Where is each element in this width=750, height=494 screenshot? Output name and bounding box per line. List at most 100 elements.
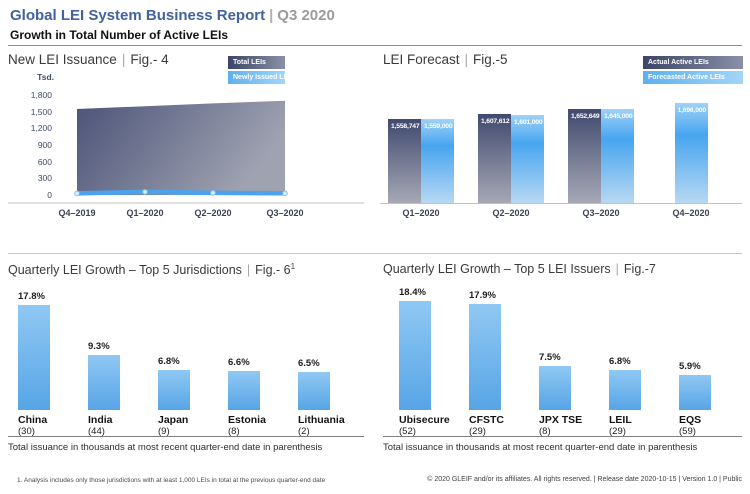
issuance-count-label: (44) xyxy=(88,426,105,437)
figure-number: Fig.- 4 xyxy=(130,52,169,67)
title-pipe: | xyxy=(246,263,251,278)
panel-top5-lei-issuers: Quarterly LEI Growth – Top 5 LEI Issuers… xyxy=(383,258,742,490)
growth-bar xyxy=(158,370,190,410)
growth-percent-label: 7.5% xyxy=(539,352,561,363)
x-axis-label: Q4–2019 xyxy=(58,208,96,218)
bar-value-label: 1,558,747 xyxy=(391,123,420,130)
chart-title: Quarterly LEI Growth – Top 5 LEI Issuers xyxy=(383,262,611,276)
issuance-count-label: (29) xyxy=(609,426,626,437)
x-axis-label: Q1–2020 xyxy=(126,208,164,218)
category-label: Ubisecure xyxy=(399,414,450,426)
bar-value-label: 1,652,649 xyxy=(571,113,600,120)
growth-bar xyxy=(539,366,571,410)
bar-value-label: 1,607,612 xyxy=(481,118,510,125)
issuance-count-label: (9) xyxy=(158,426,170,437)
section-divider xyxy=(8,253,742,254)
header-divider xyxy=(8,45,742,46)
growth-bar xyxy=(679,375,711,410)
legend-label: Actual Active LEIs xyxy=(648,59,709,66)
actual-active-bar: 1,558,747 xyxy=(388,119,421,203)
chart-bottom-divider xyxy=(8,436,364,437)
x-axis-label: Q4–2020 xyxy=(672,208,710,218)
x-axis-label: Q2–2020 xyxy=(492,208,530,218)
legend-item-newly-issued-leis: Newly Issued LEIs xyxy=(228,71,294,84)
panel-new-lei-issuance: New LEI Issuance | Fig.- 4 Total LEIs Newl… xyxy=(8,48,364,255)
growth-percent-label: 18.4% xyxy=(399,287,426,298)
y-axis-tick-label: 900 xyxy=(37,140,52,150)
panel-top5-jurisdictions: Quarterly LEI Growth – Top 5 Jurisdictio… xyxy=(8,258,364,490)
legend-item-forecasted-active-leis: Forecasted Active LEIs xyxy=(643,71,743,84)
report-header: Global LEI System Business Report | Q3 202… xyxy=(10,7,335,42)
growth-percent-label: 9.3% xyxy=(88,341,110,352)
bar-value-label: 1,696,000 xyxy=(677,107,707,114)
newly-issued-marker xyxy=(142,189,148,195)
category-label: Lithuania xyxy=(298,414,345,426)
actual-active-bar: 1,607,612 xyxy=(478,114,511,203)
title-pipe: | xyxy=(615,262,619,276)
growth-percent-label: 17.9% xyxy=(469,290,496,301)
title-pipe: | xyxy=(121,52,126,67)
report-period: Q3 2020 xyxy=(277,7,335,24)
y-axis-tick-label: 1,200 xyxy=(30,123,52,134)
x-axis-label: Q2–2020 xyxy=(194,208,232,218)
issuance-count-label: (29) xyxy=(469,426,486,437)
legend-label: Forecasted Active LEIs xyxy=(648,74,725,81)
issuance-count-label: (8) xyxy=(228,426,240,437)
panel-title-top5-lei-issuers: Quarterly LEI Growth – Top 5 LEI Issuers… xyxy=(383,262,742,276)
newly-issued-marker xyxy=(74,190,80,197)
y-axis-unit-label: Tsd. xyxy=(37,72,54,82)
growth-bar xyxy=(228,371,260,410)
forecasted-active-bar: 1,696,000 xyxy=(674,103,708,203)
panel-title-lei-forecast: LEI Forecast | Fig.-5 xyxy=(383,52,742,67)
area-chart-svg xyxy=(8,100,364,204)
newly-issued-line xyxy=(76,189,286,196)
x-axis-label: Q1–2020 xyxy=(402,208,440,218)
category-label: Japan xyxy=(158,414,189,426)
newly-issued-marker xyxy=(282,190,288,197)
category-label: CFSTC xyxy=(469,414,504,426)
growth-bar xyxy=(609,370,641,410)
x-axis-label: Q3–2020 xyxy=(582,208,620,218)
title-separator: | xyxy=(269,7,274,24)
chart-bottom-divider xyxy=(383,436,742,437)
x-axis-baseline xyxy=(380,203,742,204)
chart-note: Total issuance in thousands at most rece… xyxy=(383,442,698,453)
y-axis-tick-label: 1,500 xyxy=(30,106,52,117)
category-label: EQS xyxy=(679,414,702,426)
growth-percent-label: 6.5% xyxy=(298,358,320,369)
y-axis-tick-label: 600 xyxy=(37,156,52,167)
figure-number: Fig.-5 xyxy=(473,52,508,67)
bar-value-label: 1,645,000 xyxy=(604,113,633,120)
legend-label: Newly Issued LEIs xyxy=(233,74,295,81)
growth-percent-label: 6.8% xyxy=(158,356,180,367)
copyright-line: © 2020 GLEIF and/or its affiliates. All … xyxy=(427,476,742,483)
chart-title: New LEI Issuance xyxy=(8,52,117,67)
panel-lei-forecast: LEI Forecast | Fig.-5 Actual Active LEIs F… xyxy=(380,48,743,255)
chart-note: Total issuance in thousands at most rece… xyxy=(8,442,323,453)
x-axis-label: Q3–2020 xyxy=(266,208,304,218)
y-axis-tick-label: 0 xyxy=(47,190,52,200)
y-axis-tick-label: 1,800 xyxy=(30,90,52,101)
y-axis-tick-label: 300 xyxy=(37,173,52,184)
category-label: China xyxy=(18,414,48,426)
issuance-count-label: (2) xyxy=(298,426,310,437)
category-label: Estonia xyxy=(228,414,266,426)
category-label: LEIL xyxy=(609,414,632,426)
forecasted-active-bar: 1,559,000 xyxy=(421,119,454,203)
issuance-count-label: (59) xyxy=(679,426,696,437)
figure-number: Fig.-7 xyxy=(623,262,656,276)
forecasted-active-bar: 1,601,000 xyxy=(511,115,544,203)
report-title: Global LEI System Business Report xyxy=(10,7,266,24)
bar-value-label: 1,601,000 xyxy=(514,119,543,126)
growth-percent-label: 17.8% xyxy=(18,291,45,302)
title-pipe: | xyxy=(464,52,469,67)
issuance-count-label: (30) xyxy=(18,426,35,437)
panel-title-top5-jurisdictions: Quarterly LEI Growth – Top 5 Jurisdictio… xyxy=(8,262,364,277)
growth-bar xyxy=(469,304,501,410)
forecasted-active-bar: 1,645,000 xyxy=(601,109,634,203)
newly-issued-marker xyxy=(210,190,216,196)
legend-item-total-leis: Total LEIs xyxy=(228,56,285,69)
category-label: India xyxy=(88,414,113,426)
actual-active-bar: 1,652,649 xyxy=(568,109,601,203)
